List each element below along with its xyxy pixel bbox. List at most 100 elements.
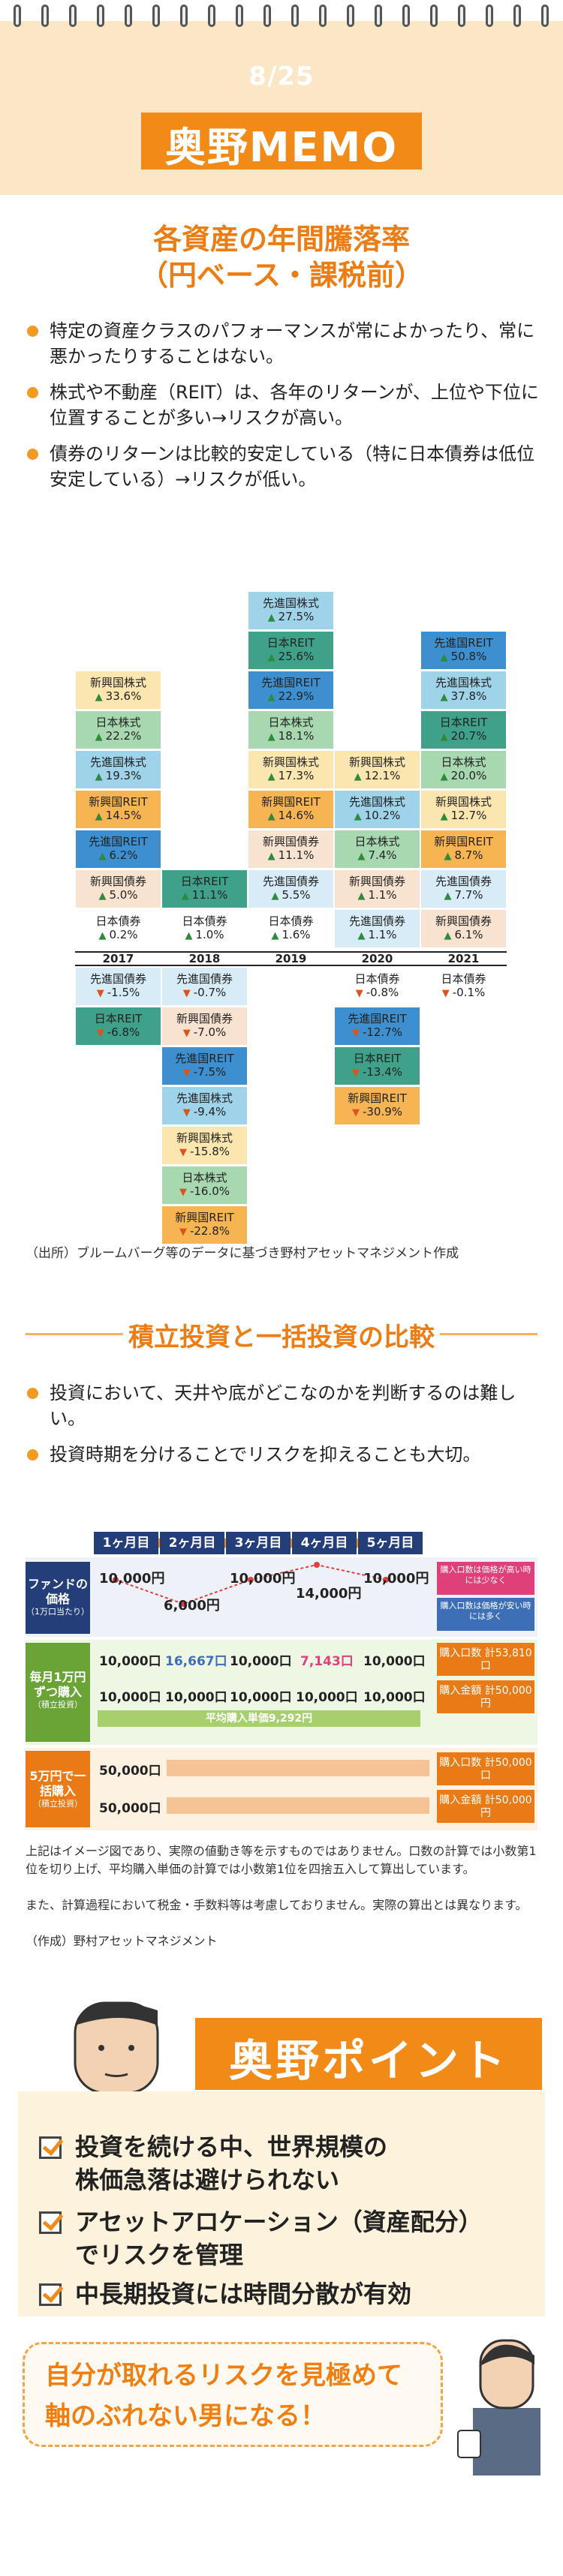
up-arrow-icon: ▲	[357, 930, 366, 941]
list-item: 投資時期を分けることでリスクを抑えることも大切。	[27, 1442, 545, 1467]
asset-name: 日本債券	[95, 914, 141, 928]
return-cell: 新興国REIT ▲ 14.6%	[248, 791, 333, 828]
up-arrow-icon: ▲	[440, 811, 448, 822]
fine-print-1: 上記はイメージ図であり、実際の値動き等を示すものではありません。口数の計算では小…	[26, 1844, 537, 1876]
return-cell: 先進国債券 ▲ 7.7%	[421, 870, 506, 908]
asset-name: 新興国株式	[435, 795, 492, 809]
spiral-ring	[458, 5, 465, 27]
spiral-ring	[375, 5, 382, 27]
return-cell: 新興国REIT ▲ 14.5%	[76, 791, 161, 828]
spiral-ring	[430, 5, 438, 27]
asset-name: 日本REIT	[180, 875, 229, 888]
note-high-price: 購入口数は価格が高い時には少なく	[437, 1562, 534, 1595]
return-cell: 日本REIT ▼ -13.4%	[335, 1047, 420, 1085]
up-arrow-icon: ▲	[267, 811, 275, 822]
down-arrow-icon: ▼	[351, 1028, 360, 1039]
up-arrow-icon: ▲	[354, 811, 362, 822]
up-arrow-icon: ▲	[267, 771, 275, 782]
down-arrow-icon: ▼	[441, 988, 450, 999]
return-value: 33.6%	[105, 689, 142, 703]
asset-name: 新興国REIT	[348, 1091, 407, 1105]
ikkatsu-units: 50,000口	[99, 1764, 161, 1779]
return-cell: 先進国REIT ▲ 6.2%	[76, 830, 161, 868]
memo-title-band	[141, 113, 422, 170]
down-arrow-icon: ▼	[355, 988, 363, 999]
asset-name: 先進国債券	[89, 972, 146, 986]
speech-text: 自分が取れるリスクを見極めて 軸のぶれない男になる！	[45, 2361, 402, 2431]
return-cell: 新興国株式 ▼ -15.8%	[162, 1127, 247, 1164]
point-panel	[18, 2091, 545, 2316]
up-arrow-icon: ▲	[267, 851, 275, 862]
return-cell: 新興国債券 ▼ -7.0%	[162, 1007, 247, 1045]
asset-name: 先進国株式	[176, 1091, 233, 1105]
return-value: -1.5%	[107, 986, 140, 999]
return-value: 22.2%	[105, 729, 142, 743]
year-label: 2017	[102, 952, 134, 965]
return-cell: 新興国株式 ▲ 12.1%	[335, 751, 420, 788]
return-value: -9.4%	[193, 1105, 227, 1118]
spiral-ring	[291, 5, 299, 27]
return-value: 20.0%	[450, 769, 487, 782]
return-cell: 日本REIT ▲ 20.7%	[421, 711, 506, 749]
average-price-bar: 平均購入単価9,292円	[98, 1710, 420, 1727]
asset-name: 日本REIT	[266, 636, 315, 650]
return-value: 12.7%	[450, 809, 487, 822]
return-value: 50.8%	[450, 650, 487, 663]
return-cell: 先進国債券 ▼ -0.7%	[162, 968, 247, 1005]
spiral-ring	[486, 5, 493, 27]
return-cell: 日本REIT ▲ 25.6%	[248, 632, 333, 669]
up-arrow-icon: ▲	[95, 692, 103, 703]
up-arrow-icon: ▲	[95, 811, 103, 822]
asset-name: 新興国債券	[89, 875, 146, 888]
return-cell: 新興国債券 ▲ 6.1%	[421, 910, 506, 947]
asset-name: 新興国REIT	[261, 795, 321, 809]
asset-name: 新興国債券	[262, 835, 319, 848]
up-arrow-icon: ▲	[440, 731, 448, 743]
return-value: 7.7%	[454, 888, 483, 902]
return-cell: 新興国債券 ▲ 1.1%	[335, 870, 420, 908]
return-value: 20.7%	[450, 729, 487, 743]
return-cell: 先進国REIT ▲ 50.8%	[421, 632, 506, 669]
memo-date: 8/25	[248, 62, 315, 92]
up-arrow-icon: ▲	[271, 930, 279, 941]
spiral-ring	[402, 5, 410, 27]
month-label: 4ヶ月目	[292, 1532, 363, 1554]
up-arrow-icon: ▲	[267, 692, 275, 703]
units-value: 7,143口	[300, 1654, 354, 1669]
return-value: 37.8%	[450, 689, 487, 703]
speech-bubble	[23, 2342, 443, 2447]
return-value: -0.7%	[193, 986, 227, 999]
return-value: 1.0%	[195, 928, 224, 941]
units-value: 16,667口	[165, 1654, 227, 1669]
amount-value: 10,000口	[363, 1690, 426, 1705]
return-cell: 日本債券 ▼ -0.1%	[421, 968, 506, 1005]
return-value: 6.2%	[109, 848, 138, 862]
return-cell: 日本株式 ▼ -16.0%	[162, 1166, 247, 1204]
return-cell: 新興国REIT ▼ -30.9%	[335, 1087, 420, 1124]
year-label: 2020	[361, 952, 393, 965]
section1-title-line2: （円ベース・課税前）	[139, 259, 424, 292]
asset-name: 日本債券	[182, 914, 227, 928]
return-value: 11.1%	[191, 888, 228, 902]
result-amount-tsumitate: 購入金額 計50,000円	[437, 1680, 534, 1713]
up-arrow-icon: ▲	[267, 652, 275, 663]
return-value: -15.8%	[189, 1145, 230, 1158]
return-value: -22.8%	[189, 1224, 230, 1238]
return-value: 6.1%	[454, 928, 483, 941]
year-label: 2019	[275, 952, 307, 965]
spiral-ring	[41, 5, 49, 27]
spiral-ring	[152, 5, 160, 27]
return-cell: 新興国債券 ▲ 11.1%	[248, 830, 333, 868]
return-cell: 先進国株式 ▲ 27.5%	[248, 592, 333, 629]
spiral-ring	[208, 5, 215, 27]
spiral-ring	[69, 5, 77, 27]
up-arrow-icon: ▲	[98, 851, 107, 862]
fine-print-2: また、計算過程において税金・手数料等は考慮しておりません。実際の算出とは異なりま…	[26, 1898, 528, 1912]
up-arrow-icon: ▲	[98, 930, 107, 941]
return-value: 18.1%	[278, 729, 315, 743]
return-cell: 新興国REIT ▼ -22.8%	[162, 1206, 247, 1244]
month-label: 1ヶ月目	[94, 1532, 165, 1554]
asset-name: 新興国債券	[435, 914, 492, 928]
return-value: 5.5%	[282, 888, 311, 902]
price-value: 10,000円	[99, 1571, 165, 1587]
